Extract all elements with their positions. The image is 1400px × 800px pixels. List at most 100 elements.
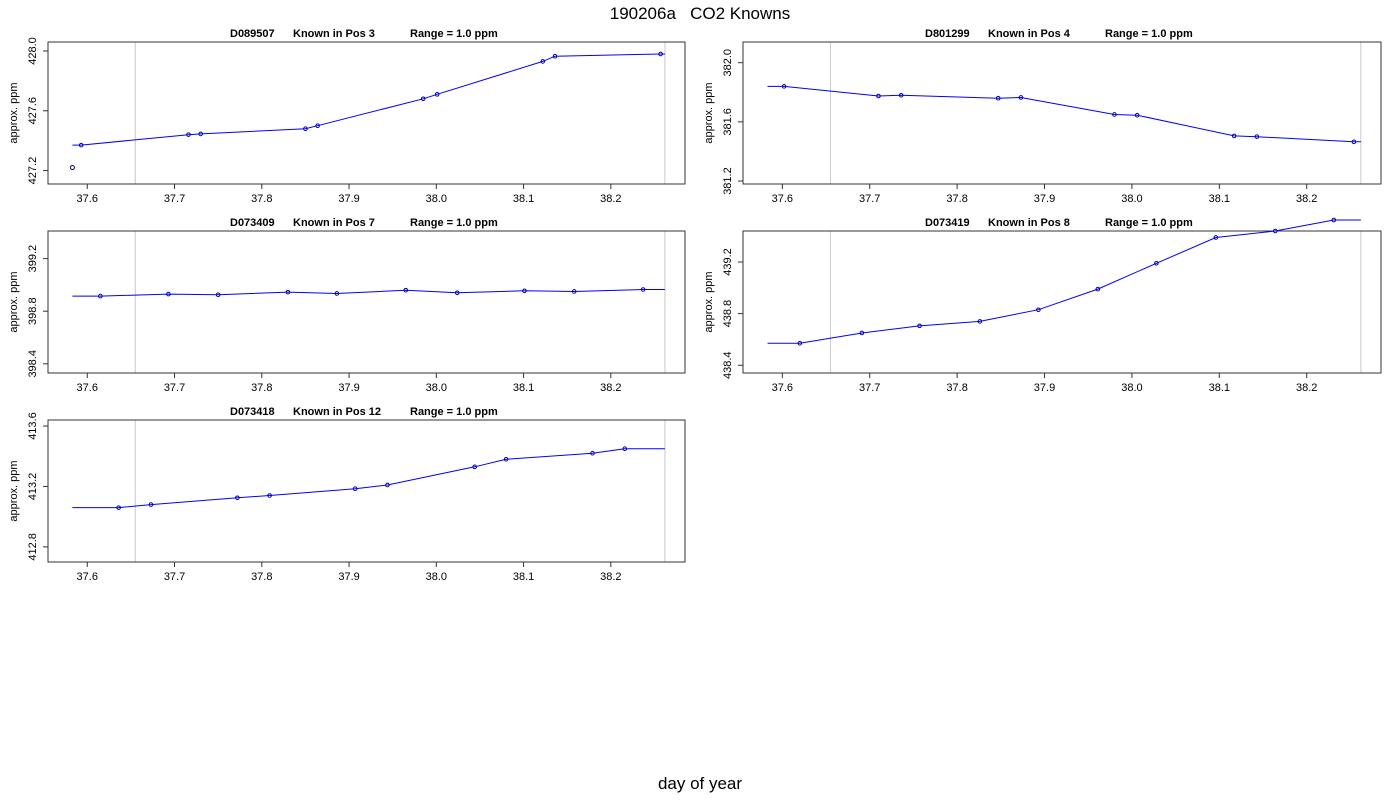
- plot-frame: [47, 230, 686, 374]
- x-tick-label: 37.8: [946, 382, 967, 394]
- y-axis-label: approx. ppm: [703, 271, 715, 332]
- x-tick-label: 37.9: [338, 193, 359, 205]
- data-point: [1154, 260, 1159, 266]
- x-tick-label: 38.1: [1209, 193, 1230, 205]
- data-point: [917, 323, 922, 329]
- data-point: [540, 59, 546, 64]
- x-tick-label: 37.8: [946, 193, 967, 205]
- y-axis-label: approx. ppm: [8, 82, 20, 143]
- panel-title-part: Known in Pos 8: [988, 217, 1070, 229]
- data-point: [334, 291, 340, 296]
- y-tick-label: 428.0: [27, 37, 39, 65]
- x-tick-label: 37.7: [859, 193, 880, 205]
- x-tick-label: 38.0: [1121, 382, 1142, 394]
- data-point-outlier: [69, 165, 75, 171]
- data-point: [859, 330, 865, 336]
- data-point: [166, 291, 171, 297]
- data-point: [658, 51, 663, 57]
- panel-title-part: Range = 1.0 ppm: [410, 28, 498, 40]
- x-tick-label: 38.1: [513, 571, 534, 583]
- x-tick-label: 38.2: [600, 382, 621, 394]
- data-point: [352, 486, 358, 492]
- data-point: [1095, 286, 1101, 292]
- data-point: [552, 53, 558, 59]
- series-line: [72, 53, 665, 146]
- x-tick-label: 38.1: [513, 193, 534, 205]
- data-point: [1134, 112, 1140, 118]
- panel-title-part: D073409: [230, 217, 275, 229]
- data-point: [995, 95, 1001, 101]
- y-tick-label: 438.8: [722, 300, 734, 328]
- x-tick-label: 38.0: [426, 571, 447, 583]
- data-point: [78, 142, 84, 148]
- data-point: [622, 446, 628, 452]
- x-tick-label: 37.6: [77, 571, 98, 583]
- y-tick-label: 412.8: [27, 533, 39, 561]
- x-tick-label: 37.8: [251, 571, 272, 583]
- x-tick-label: 37.6: [772, 193, 793, 205]
- panel-title-part: Known in Pos 4: [988, 28, 1071, 40]
- data-point: [1351, 139, 1357, 145]
- x-tick-label: 37.7: [164, 571, 185, 583]
- x-tick-label: 37.7: [164, 382, 185, 394]
- x-tick-label: 38.2: [1296, 193, 1317, 205]
- chart-panel-d073419: D073419 Known in Pos 8 Range = 1.0 ppm 37.6…: [703, 217, 1382, 394]
- data-point: [1018, 95, 1024, 100]
- x-tick-label: 38.1: [1209, 382, 1230, 394]
- series-line: [767, 219, 1361, 344]
- data-point: [235, 495, 240, 501]
- data-point: [98, 293, 103, 299]
- x-tick-label: 38.2: [1296, 382, 1317, 394]
- y-tick-label: 413.6: [27, 412, 39, 440]
- panel-title-part: D073419: [925, 217, 970, 229]
- data-point: [148, 502, 154, 507]
- x-tick-label: 37.9: [338, 571, 359, 583]
- panel-title-part: Range = 1.0 ppm: [1105, 217, 1193, 229]
- panel-title-part: D089507: [230, 28, 275, 40]
- x-tick-label: 37.7: [164, 193, 185, 205]
- data-point: [571, 289, 577, 294]
- data-point: [640, 287, 646, 292]
- y-tick-label: 427.2: [27, 157, 39, 185]
- chart-panel-d073418: D073418 Known in Pos 12 Range = 1.0 ppm 37.…: [8, 406, 686, 583]
- data-point: [403, 287, 409, 293]
- y-tick-label: 413.2: [27, 473, 39, 501]
- panel-title-part: Range = 1.0 ppm: [410, 406, 498, 418]
- data-point: [876, 93, 881, 99]
- x-tick-label: 38.2: [600, 193, 621, 205]
- data-point: [267, 493, 272, 498]
- data-point: [198, 131, 204, 137]
- data-point: [977, 319, 983, 324]
- data-point: [215, 292, 221, 298]
- panel-title-part: Range = 1.0 ppm: [410, 217, 498, 229]
- panel-title-part: Known in Pos 7: [293, 217, 375, 229]
- x-tick-label: 37.6: [772, 382, 793, 394]
- y-tick-label: 398.4: [27, 350, 39, 378]
- panel-title-part: Range = 1.0 ppm: [1105, 28, 1193, 40]
- x-tick-label: 37.6: [77, 382, 98, 394]
- data-point: [781, 84, 787, 89]
- x-tick-label: 38.2: [600, 571, 621, 583]
- figure-title: 190206a CO2 Knowns: [609, 4, 791, 23]
- data-point: [303, 126, 308, 131]
- data-point: [1331, 217, 1337, 223]
- data-point: [522, 288, 527, 294]
- data-point: [1272, 228, 1278, 234]
- data-point: [1254, 134, 1260, 139]
- y-tick-label: 438.4: [722, 351, 734, 379]
- panel-title-part: D801299: [925, 28, 970, 40]
- y-tick-label: 439.2: [722, 248, 734, 276]
- data-point: [472, 464, 478, 470]
- data-point: [590, 450, 595, 456]
- x-tick-label: 38.0: [426, 382, 447, 394]
- x-tick-label: 38.0: [426, 193, 447, 205]
- x-axis-label: day of year: [657, 774, 743, 793]
- y-tick-label: 427.6: [27, 97, 39, 125]
- data-point: [385, 482, 390, 488]
- x-tick-label: 37.9: [1034, 193, 1055, 205]
- chart-panel-d073409: D073409 Known in Pos 7 Range = 1.0 ppm 37.6…: [8, 217, 686, 394]
- data-point: [116, 505, 121, 510]
- x-tick-label: 38.0: [1121, 193, 1142, 205]
- x-tick-label: 37.9: [338, 382, 359, 394]
